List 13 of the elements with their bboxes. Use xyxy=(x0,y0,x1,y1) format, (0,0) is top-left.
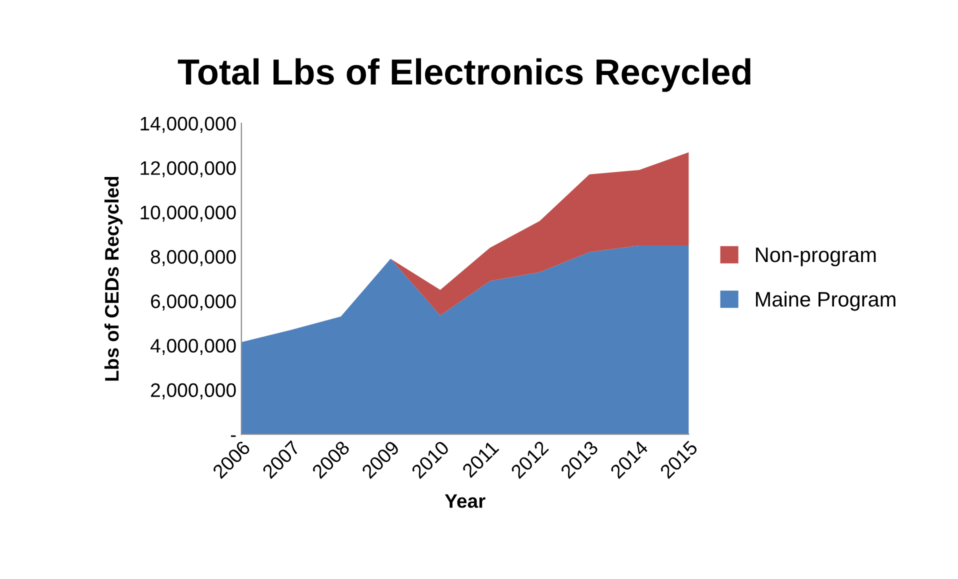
legend-label: Non-program xyxy=(756,248,876,266)
y-tick-label: 4,000,000 xyxy=(150,338,236,355)
y-tick-label: 10,000,000 xyxy=(140,206,236,222)
y-tick-label: 12,000,000 xyxy=(140,161,236,178)
y-tick-label: 8,000,000 xyxy=(150,250,236,266)
y-axis-title: Lbs of CEDs Recycled xyxy=(104,176,123,381)
legend-label: Maine Program xyxy=(756,291,896,311)
y-tick-label: 6,000,000 xyxy=(151,294,236,311)
y-tick-label: - xyxy=(230,435,236,437)
y-tick-label: 2,000,000 xyxy=(151,383,236,400)
y-tick-label: 14,000,000 xyxy=(140,116,236,133)
x-axis-title: Year xyxy=(444,494,486,508)
chart-title: Total Lbs of Electronics Recycled xyxy=(178,58,750,92)
